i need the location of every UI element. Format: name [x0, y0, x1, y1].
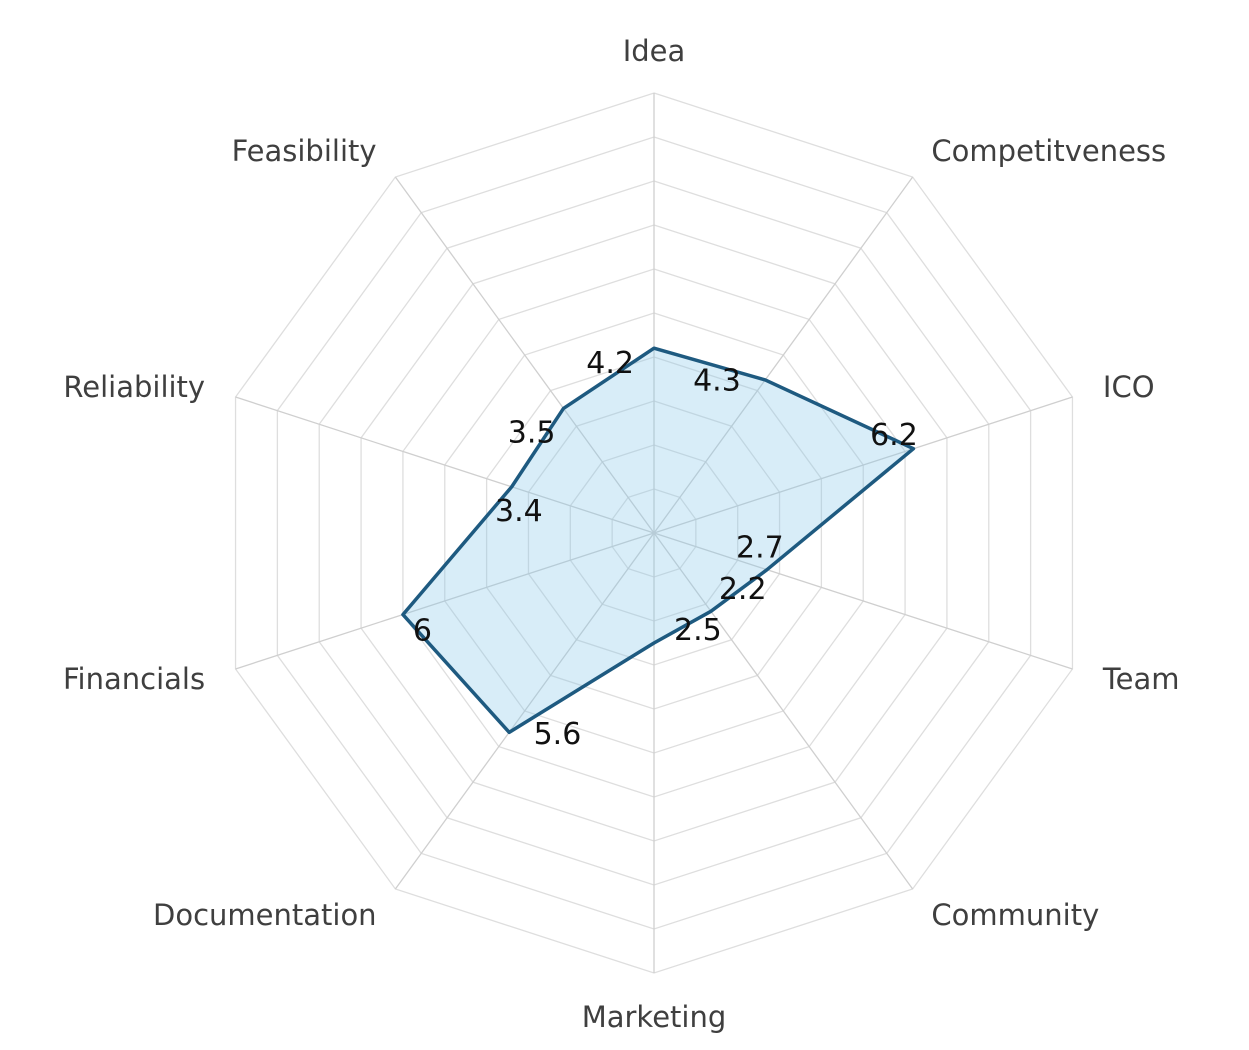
axis-label-team: Team [1102, 662, 1180, 696]
value-label-feasibility: 3.5 [508, 415, 556, 450]
axis-label-documentation: Documentation [153, 898, 377, 932]
value-label-competitveness: 4.3 [693, 364, 741, 399]
series-area [401, 346, 916, 735]
axis-label-financials: Financials [63, 662, 205, 696]
value-label-financials: 6 [413, 613, 432, 648]
value-label-idea: 4.2 [586, 346, 634, 381]
axis-label-ico: ICO [1103, 370, 1155, 404]
spoke-2 [653, 396, 1073, 534]
value-label-documentation: 5.6 [534, 717, 582, 752]
value-label-marketing: 2.5 [674, 613, 722, 648]
axis-label-marketing: Marketing [582, 1000, 727, 1034]
spoke-9 [394, 176, 655, 534]
value-labels: 4.2 4.3 6.2 2.7 2.2 2.5 5.6 6 3.4 3.5 [413, 346, 918, 752]
spoke-8 [235, 396, 655, 534]
spoke-1 [653, 176, 914, 534]
value-label-reliability: 3.4 [495, 494, 543, 529]
value-label-ico: 6.2 [870, 418, 918, 453]
spoke-4 [653, 532, 914, 890]
radar-spokes [235, 93, 1073, 973]
axis-label-feasibility: Feasibility [232, 134, 377, 168]
axis-labels: Idea Competitveness ICO Team Community Market… [63, 34, 1180, 1034]
axis-label-community: Community [931, 898, 1099, 932]
radar-series [401, 346, 916, 735]
axis-label-competitveness: Competitveness [931, 134, 1166, 168]
spoke-3 [653, 532, 1073, 670]
spoke-7 [235, 532, 655, 670]
value-label-community: 2.2 [719, 572, 767, 607]
spoke-6 [394, 532, 655, 890]
axis-label-idea: Idea [623, 34, 686, 68]
axis-label-reliability: Reliability [63, 370, 205, 404]
value-label-team: 2.7 [736, 530, 784, 565]
